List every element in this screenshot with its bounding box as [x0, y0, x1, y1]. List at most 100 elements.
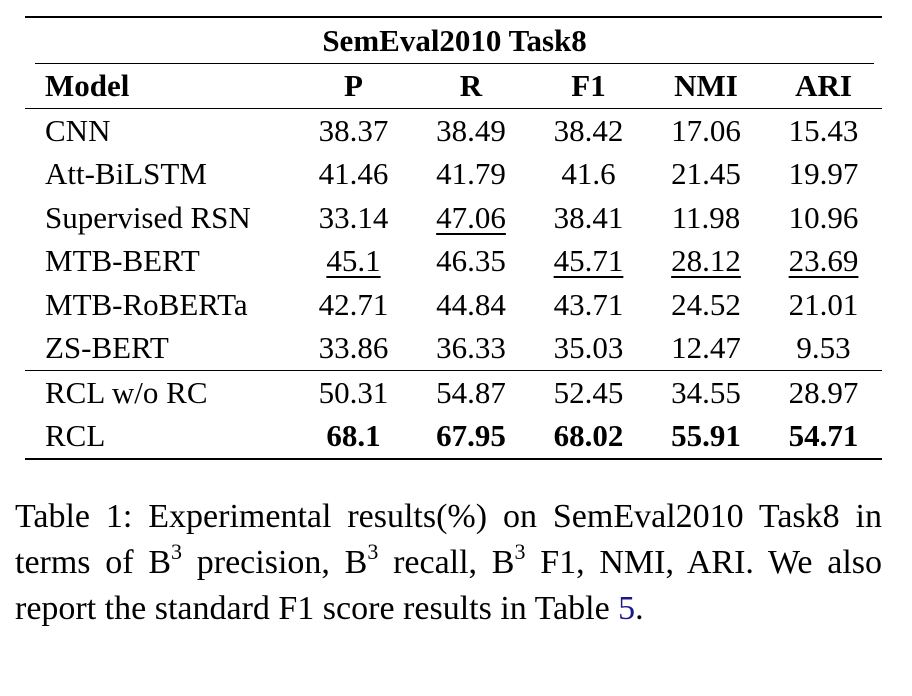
score: 38.42 [553, 112, 624, 148]
model-text: MTB-RoBERTa [45, 286, 248, 322]
table-reference[interactable]: 5 [618, 590, 636, 627]
model-name: RCL w/o RC [25, 369, 295, 414]
score-cell: 67.95 [412, 414, 530, 460]
score: 41.6 [561, 156, 616, 191]
score: 9.53 [796, 330, 851, 365]
score: 19.97 [788, 156, 859, 191]
table-row: Supervised RSN 33.14 47.06 38.41 11.98 10.96 [25, 196, 882, 240]
score: 50.31 [318, 374, 389, 410]
score-cell: 55.91 [647, 414, 765, 460]
model-name: MTB-RoBERTa [25, 283, 295, 327]
caption: Table 1: Experimental results(%) on SemE… [15, 494, 882, 632]
score-cell: 35.03 [530, 326, 647, 370]
score: 24.52 [671, 286, 741, 322]
score: 38.49 [436, 112, 506, 148]
table-title-cell: SemEval2010 Task8 [25, 16, 883, 64]
score-cell: 17.06 [647, 108, 765, 152]
score: 21.45 [671, 156, 741, 191]
score: 47.06 [436, 199, 506, 235]
score: 45.71 [553, 243, 624, 278]
column-header: F1 [530, 64, 647, 109]
model-name: RCL [25, 414, 295, 460]
score: 38.37 [318, 112, 389, 148]
score-cell: 21.45 [647, 152, 765, 196]
score-cell: 47.06 [412, 196, 530, 240]
score-cell: 38.42 [530, 108, 647, 152]
score: 68.02 [553, 418, 624, 453]
column-header: Model [25, 64, 295, 109]
model-text: CNN [45, 112, 111, 148]
score-cell: 45.71 [530, 239, 647, 283]
score-cell: 10.96 [765, 196, 882, 240]
score-cell: 36.33 [412, 326, 530, 370]
score-cell: 28.12 [647, 239, 765, 283]
table-row: MTB-BERT 45.1 46.35 45.71 28.12 23.69 [25, 239, 882, 283]
table-row: RCL 68.1 67.95 68.02 55.91 54.71 [25, 414, 883, 460]
score-cell: 21.01 [765, 283, 882, 327]
model-text: MTB-BERT [45, 243, 200, 278]
model-name: ZS-BERT [25, 326, 295, 370]
superscript: 3 [514, 539, 526, 564]
score-cell: 54.71 [765, 414, 883, 460]
score-cell: 11.98 [647, 196, 765, 240]
results-table: SemEval2010 Task8 Model P R F1 NMI ARI CNN 38.… [25, 16, 883, 460]
score-cell: 52.45 [530, 369, 647, 414]
model-text: ZS-BERT [45, 330, 169, 365]
score-cell: 68.02 [530, 414, 647, 460]
score: 43.71 [553, 286, 624, 322]
score-cell: 28.97 [765, 369, 883, 414]
score: 41.79 [436, 156, 506, 191]
score-cell: 38.41 [530, 196, 647, 240]
score-cell: 41.6 [530, 152, 647, 196]
model-name: Att-BiLSTM [25, 152, 295, 196]
superscript: 3 [367, 539, 379, 564]
column-header: ARI [765, 64, 883, 109]
table-row: ZS-BERT 33.86 36.33 35.03 12.47 9.53 [25, 326, 882, 370]
score: 17.06 [671, 112, 741, 148]
score: 33.86 [318, 330, 389, 365]
score: 38.41 [553, 199, 624, 235]
score-cell: 46.35 [412, 239, 530, 283]
score-cell: 50.31 [295, 369, 412, 414]
table-row: MTB-RoBERTa 42.71 44.84 43.71 24.52 21.01 [25, 283, 882, 327]
score-cell: 42.71 [295, 283, 412, 327]
score-cell: 15.43 [765, 108, 882, 152]
score-cell: 12.47 [647, 326, 765, 370]
score: 33.14 [318, 199, 389, 235]
column-header: NMI [647, 64, 765, 109]
score: 52.45 [553, 374, 624, 410]
score-cell: 54.87 [412, 369, 530, 414]
caption-text: precision, B [182, 544, 368, 581]
score-cell: 19.97 [765, 152, 882, 196]
score-cell: 41.79 [412, 152, 530, 196]
score: 23.69 [788, 243, 859, 278]
superscript: 3 [171, 539, 183, 564]
score: 55.91 [671, 418, 741, 453]
score-cell: 43.71 [530, 283, 647, 327]
caption-text: Table 1: Experimental results(%) on SemE… [15, 498, 882, 581]
score-cell: 33.14 [295, 196, 412, 240]
model-name: MTB-BERT [25, 239, 295, 283]
score: 21.01 [788, 286, 859, 322]
score: 15.43 [788, 112, 859, 148]
score: 54.71 [788, 418, 859, 453]
score: 41.46 [318, 156, 389, 191]
table-row: CNN 38.37 38.49 38.42 17.06 15.43 [25, 108, 882, 152]
table-title: SemEval2010 Task8 [35, 19, 875, 64]
score: 12.47 [671, 330, 741, 365]
title-row: SemEval2010 Task8 [25, 16, 883, 64]
score: 36.33 [436, 330, 506, 365]
score-cell: 9.53 [765, 326, 882, 370]
model-name: CNN [25, 108, 295, 152]
score: 35.03 [553, 330, 624, 365]
score: 28.12 [671, 243, 741, 278]
column-header: P [295, 64, 412, 109]
score: 44.84 [436, 286, 506, 322]
model-text: RCL [45, 418, 106, 453]
score: 46.35 [436, 243, 506, 278]
caption-text: F1, NMI, ARI. We also report the standar… [15, 544, 882, 627]
score-cell: 44.84 [412, 283, 530, 327]
score-cell: 38.49 [412, 108, 530, 152]
score-cell: 23.69 [765, 239, 882, 283]
score: 67.95 [436, 418, 506, 453]
